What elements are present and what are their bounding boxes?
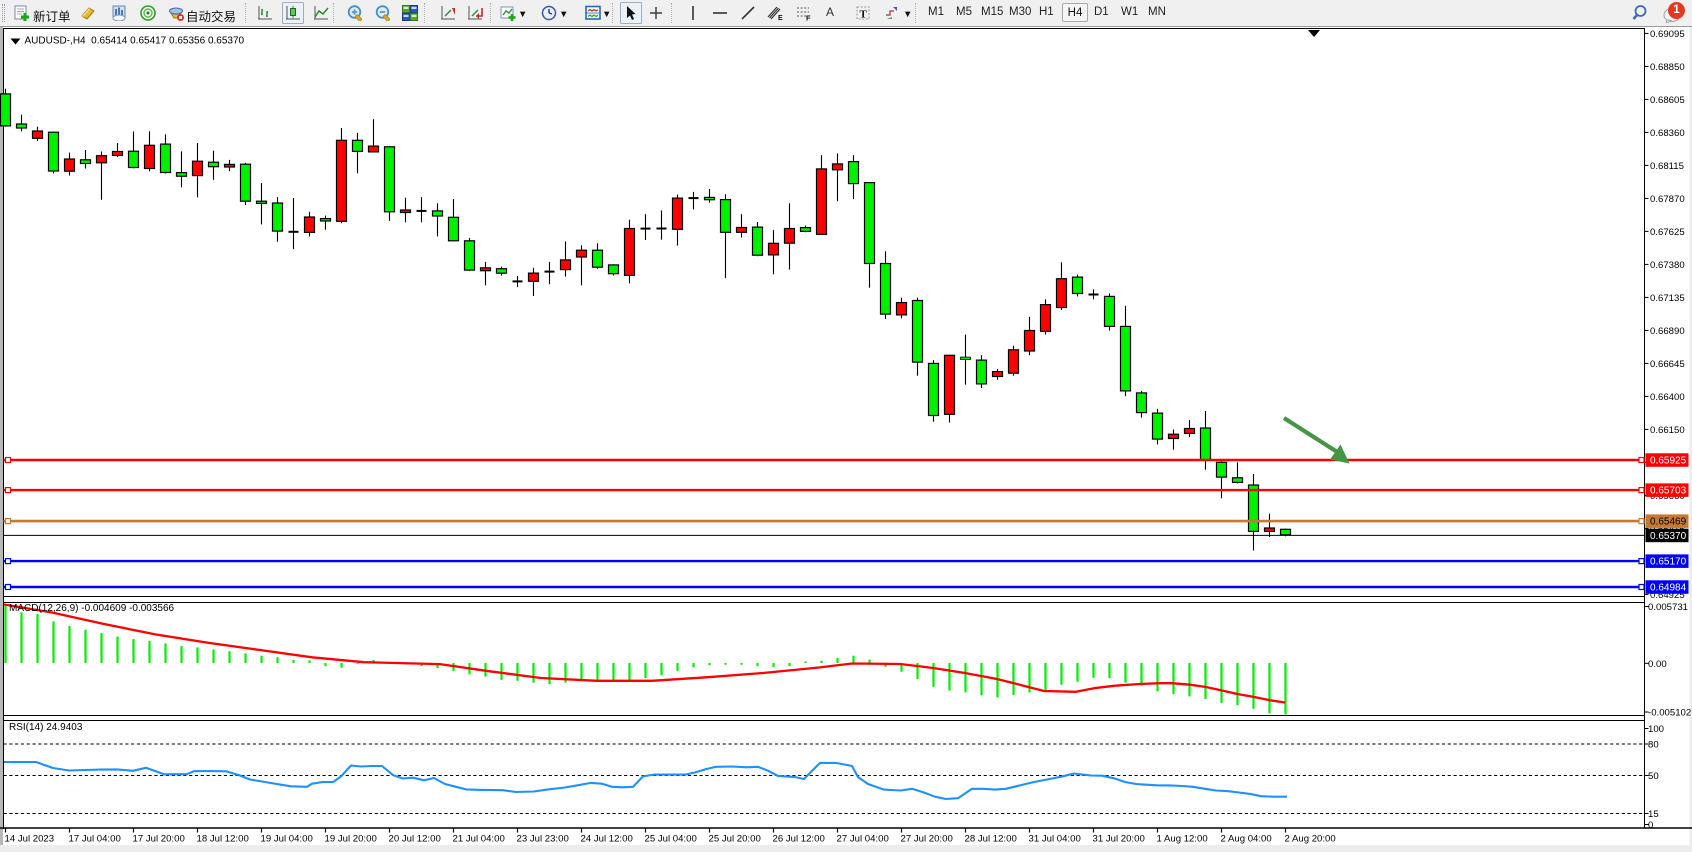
svg-text:0.68605: 0.68605: [1650, 95, 1685, 106]
svg-text:19 Jul 04:00: 19 Jul 04:00: [261, 834, 313, 845]
svg-text:17 Jul 20:00: 17 Jul 20:00: [133, 834, 185, 845]
svg-text:14 Jul 2023: 14 Jul 2023: [5, 834, 55, 845]
svg-text:0.00: 0.00: [1648, 659, 1667, 670]
svg-text:27 Jul 04:00: 27 Jul 04:00: [837, 834, 889, 845]
svg-text:RSI(14) 24.9403: RSI(14) 24.9403: [9, 722, 83, 733]
svg-text:0.005731: 0.005731: [1648, 602, 1688, 613]
svg-text:15: 15: [1648, 809, 1659, 820]
svg-text:0.69095: 0.69095: [1650, 29, 1685, 40]
svg-text:17 Jul 04:00: 17 Jul 04:00: [69, 834, 121, 845]
svg-text:0.67135: 0.67135: [1650, 293, 1685, 304]
svg-text:0.64984: 0.64984: [1650, 583, 1687, 594]
svg-text:25 Jul 20:00: 25 Jul 20:00: [709, 834, 761, 845]
svg-text:0.67380: 0.67380: [1650, 260, 1685, 271]
svg-text:2 Aug 04:00: 2 Aug 04:00: [1221, 834, 1272, 845]
svg-text:27 Jul 20:00: 27 Jul 20:00: [901, 834, 953, 845]
svg-text:100: 100: [1648, 724, 1664, 735]
svg-text:-0.005102: -0.005102: [1648, 708, 1691, 719]
svg-text:0.65170: 0.65170: [1650, 557, 1687, 568]
svg-text:0.67625: 0.67625: [1650, 227, 1685, 238]
svg-text:0.67870: 0.67870: [1650, 194, 1685, 205]
svg-text:24 Jul 12:00: 24 Jul 12:00: [581, 834, 633, 845]
svg-text:0.68850: 0.68850: [1650, 62, 1685, 73]
svg-text:1 Aug 12:00: 1 Aug 12:00: [1157, 834, 1208, 845]
svg-text:50: 50: [1648, 771, 1659, 782]
svg-text:E: E: [778, 15, 783, 21]
svg-text:0.64925: 0.64925: [1650, 590, 1685, 601]
svg-text:80: 80: [1648, 740, 1659, 751]
svg-text:MACD(12,26,9) -0.004609 -0.003: MACD(12,26,9) -0.004609 -0.003566: [9, 603, 175, 614]
svg-text:21 Jul 04:00: 21 Jul 04:00: [453, 834, 505, 845]
svg-text:23 Jul 23:00: 23 Jul 23:00: [517, 834, 569, 845]
svg-text:2 Aug 20:00: 2 Aug 20:00: [1285, 834, 1336, 845]
svg-text:F: F: [806, 14, 811, 22]
svg-text:25 Jul 04:00: 25 Jul 04:00: [645, 834, 697, 845]
svg-text:31 Jul 04:00: 31 Jul 04:00: [1029, 834, 1081, 845]
svg-text:28 Jul 12:00: 28 Jul 12:00: [965, 834, 1017, 845]
svg-text:AUDUSD-,H4 0.65414 0.65417 0.: AUDUSD-,H4 0.65414 0.65417 0.65356 0.653…: [25, 36, 245, 47]
svg-text:0.65469: 0.65469: [1650, 517, 1687, 528]
svg-text:0: 0: [1648, 820, 1653, 831]
svg-text:T: T: [860, 9, 868, 21]
svg-text:0.68360: 0.68360: [1650, 128, 1685, 139]
svg-text:19 Jul 20:00: 19 Jul 20:00: [325, 834, 377, 845]
svg-text:26 Jul 12:00: 26 Jul 12:00: [773, 834, 825, 845]
svg-text:0.66400: 0.66400: [1650, 392, 1685, 403]
svg-text:0.66890: 0.66890: [1650, 326, 1685, 337]
svg-text:0.65925: 0.65925: [1650, 456, 1687, 467]
svg-text:0.65370: 0.65370: [1650, 531, 1687, 542]
svg-text:0.65703: 0.65703: [1650, 486, 1687, 497]
svg-text:0.68115: 0.68115: [1650, 161, 1684, 172]
svg-text:18 Jul 12:00: 18 Jul 12:00: [197, 834, 249, 845]
svg-text:20 Jul 12:00: 20 Jul 12:00: [389, 834, 441, 845]
svg-text:31 Jul 20:00: 31 Jul 20:00: [1093, 834, 1145, 845]
svg-text:0.66150: 0.66150: [1650, 425, 1685, 436]
svg-text:0.66645: 0.66645: [1650, 359, 1685, 370]
